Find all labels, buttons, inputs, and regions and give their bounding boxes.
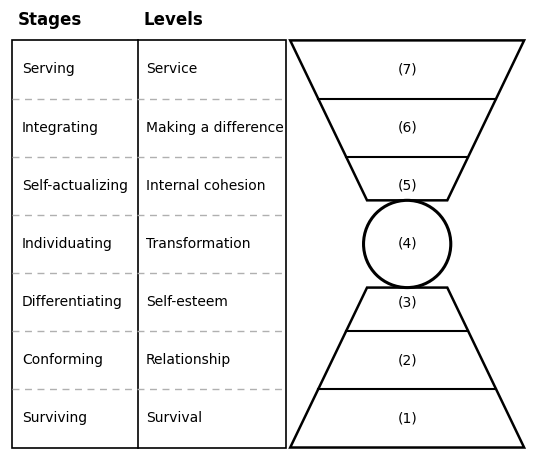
Text: Surviving: Surviving — [22, 411, 87, 425]
Text: Serving: Serving — [22, 62, 75, 77]
Text: Levels: Levels — [144, 11, 204, 29]
Polygon shape — [290, 40, 524, 200]
Text: Self-esteem: Self-esteem — [146, 295, 227, 309]
Text: (2): (2) — [397, 353, 417, 367]
Text: Transformation: Transformation — [146, 237, 250, 251]
Text: (1): (1) — [397, 411, 417, 425]
Text: (3): (3) — [397, 295, 417, 309]
Text: Conforming: Conforming — [22, 353, 103, 367]
Text: (7): (7) — [397, 62, 417, 77]
Text: Differentiating: Differentiating — [22, 295, 123, 309]
Text: (4): (4) — [397, 237, 417, 251]
Text: Relationship: Relationship — [146, 353, 231, 367]
Text: Survival: Survival — [146, 411, 202, 425]
Text: Internal cohesion: Internal cohesion — [146, 179, 265, 193]
Circle shape — [363, 200, 451, 288]
Text: (6): (6) — [397, 121, 417, 134]
Text: Stages: Stages — [18, 11, 82, 29]
Bar — [12, 40, 286, 448]
Text: (5): (5) — [397, 179, 417, 193]
Text: Service: Service — [146, 62, 197, 77]
Text: Self-actualizing: Self-actualizing — [22, 179, 128, 193]
Text: Individuating: Individuating — [22, 237, 113, 251]
Text: Making a difference: Making a difference — [146, 121, 284, 134]
Text: Integrating: Integrating — [22, 121, 99, 134]
Polygon shape — [290, 288, 524, 448]
